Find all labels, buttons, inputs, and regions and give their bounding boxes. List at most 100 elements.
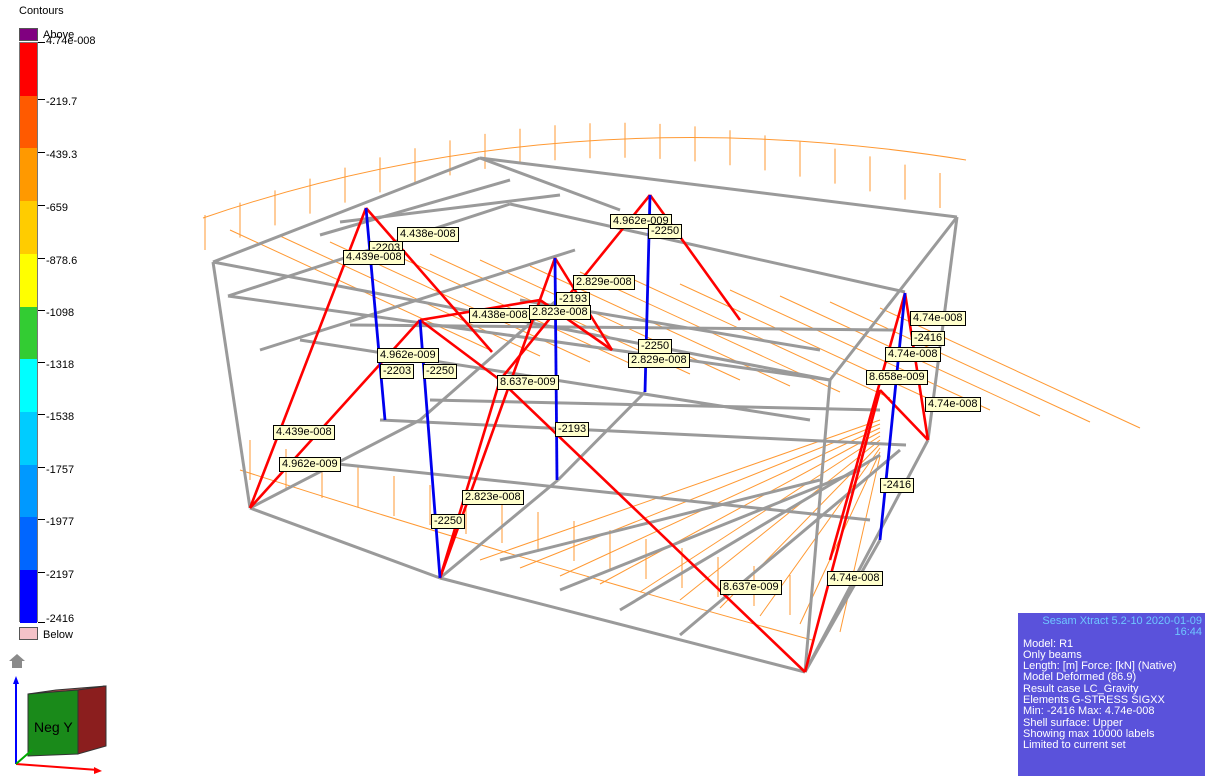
legend-segment <box>20 306 37 360</box>
tension-member <box>365 207 493 353</box>
load-envelope-bottom <box>239 469 813 641</box>
info-line: Shell surface: Upper <box>1023 716 1123 729</box>
value-label: 2.829e-008 <box>628 353 690 368</box>
frame-beam <box>479 156 621 212</box>
value-label: 2.823e-008 <box>529 305 591 320</box>
legend-segment <box>20 43 37 96</box>
info-line: Model: R1 <box>1023 637 1074 650</box>
frame-beam <box>619 453 881 612</box>
value-label: -2250 <box>431 514 466 529</box>
frame-beam <box>439 576 806 674</box>
value-label: -2193 <box>555 422 590 437</box>
legend-tick-label: 4.74e-008 <box>46 35 96 47</box>
load-grid-line <box>479 419 881 561</box>
load-grid-line <box>279 235 541 357</box>
value-label: 4.962e-009 <box>377 348 439 363</box>
info-lines: Model: R1 Only beams Length: [m] Force: [k… <box>1023 637 1202 752</box>
value-label: -2250 <box>648 224 683 239</box>
frame-beam <box>429 398 881 412</box>
frame-beam <box>259 248 576 352</box>
load-envelope-top <box>202 137 967 219</box>
legend-tick-label: -659 <box>46 202 69 214</box>
legend-segment <box>20 201 37 254</box>
info-line: Length: [m] Force: [kN] (Native) <box>1023 660 1177 673</box>
home-icon[interactable] <box>9 654 25 668</box>
frame-beam <box>349 323 896 332</box>
value-label: -2416 <box>911 331 946 346</box>
legend-segment <box>20 570 37 623</box>
value-label: 8.637e-009 <box>497 375 559 390</box>
frame-beam <box>211 261 252 509</box>
frame-beam <box>556 390 647 482</box>
frame-beam <box>249 506 441 580</box>
legend-tick-line <box>38 622 45 623</box>
load-grid-line <box>559 427 881 577</box>
value-label: 4.74e-008 <box>910 311 966 326</box>
value-label: 2.823e-008 <box>462 490 524 505</box>
value-label: 4.74e-008 <box>925 397 981 412</box>
legend-tick-label: -1538 <box>46 411 75 423</box>
legend-segment <box>20 359 37 413</box>
info-line: Elements G-STRESS SIGXX <box>1023 694 1165 707</box>
compression-member <box>418 319 442 579</box>
load-grid-line <box>839 455 881 633</box>
legend-title: Contours <box>19 5 64 17</box>
frame-beam <box>803 539 882 673</box>
tension-member <box>879 389 929 441</box>
legend-segment <box>20 253 37 307</box>
legend-tick-line <box>38 258 45 259</box>
info-line: Showing max 10000 labels <box>1023 727 1155 740</box>
tension-member <box>803 389 882 673</box>
legend-tick-label: -219.7 <box>46 96 78 108</box>
legend-segment <box>20 148 37 202</box>
legend-tick-line <box>38 414 45 415</box>
legend-tick-line <box>38 519 45 520</box>
tension-member <box>828 292 907 561</box>
value-label: 8.658e-009 <box>866 370 928 385</box>
value-label: 4.438e-008 <box>469 308 531 323</box>
legend-below-label: Below <box>43 629 73 641</box>
tension-member <box>903 292 930 441</box>
legend-segment <box>20 95 37 149</box>
legend-color-bar <box>19 42 38 623</box>
legend-above-swatch <box>19 28 38 41</box>
view-cube-face-label: Neg Y <box>34 719 73 735</box>
value-label: -2250 <box>423 364 458 379</box>
frame-beam <box>679 448 901 637</box>
legend-tick-label: -2416 <box>46 613 75 625</box>
value-label: -2416 <box>880 478 915 493</box>
view-cube[interactable]: Neg Y <box>8 676 114 776</box>
frame-beam <box>828 216 959 381</box>
frame-beam <box>227 294 831 382</box>
load-grid-line <box>729 289 991 411</box>
load-grid-line <box>879 307 1141 429</box>
info-header: Sesam Xtract 5.2-10 2020-01-09 16:44 <box>1042 615 1202 639</box>
legend-tick-line <box>38 362 45 363</box>
compression-member <box>553 257 559 481</box>
value-label: 4.439e-008 <box>273 425 335 440</box>
legend-tick-line <box>38 205 45 206</box>
legend-tick-label: -1757 <box>46 464 75 476</box>
legend-tick-line <box>38 310 45 311</box>
frame-beam <box>509 202 906 294</box>
legend-tick-label: -1098 <box>46 307 75 319</box>
legend-tick-label: -1977 <box>46 516 75 528</box>
info-line: Result case LC_Gravity <box>1023 682 1139 695</box>
legend-tick-line <box>38 99 45 100</box>
legend-below-swatch <box>19 627 38 640</box>
load-arrows <box>202 122 1141 641</box>
legend-tick-label: -2197 <box>46 569 75 581</box>
load-grid-line <box>679 439 881 601</box>
frame-beam <box>319 178 511 237</box>
value-label: 8.637e-009 <box>720 580 782 595</box>
value-label: 4.439e-008 <box>343 250 405 265</box>
legend-segment <box>20 517 37 571</box>
frame-beams <box>211 156 959 674</box>
value-label: -2203 <box>380 364 415 379</box>
load-grid-line <box>639 435 881 593</box>
legend-tick-label: -439.3 <box>46 149 78 161</box>
info-line: Min: -2416 Max: 4.74e-008 <box>1023 705 1155 718</box>
tension-member <box>419 318 501 382</box>
frame-beam <box>479 156 958 219</box>
value-label: 2.829e-008 <box>573 275 635 290</box>
